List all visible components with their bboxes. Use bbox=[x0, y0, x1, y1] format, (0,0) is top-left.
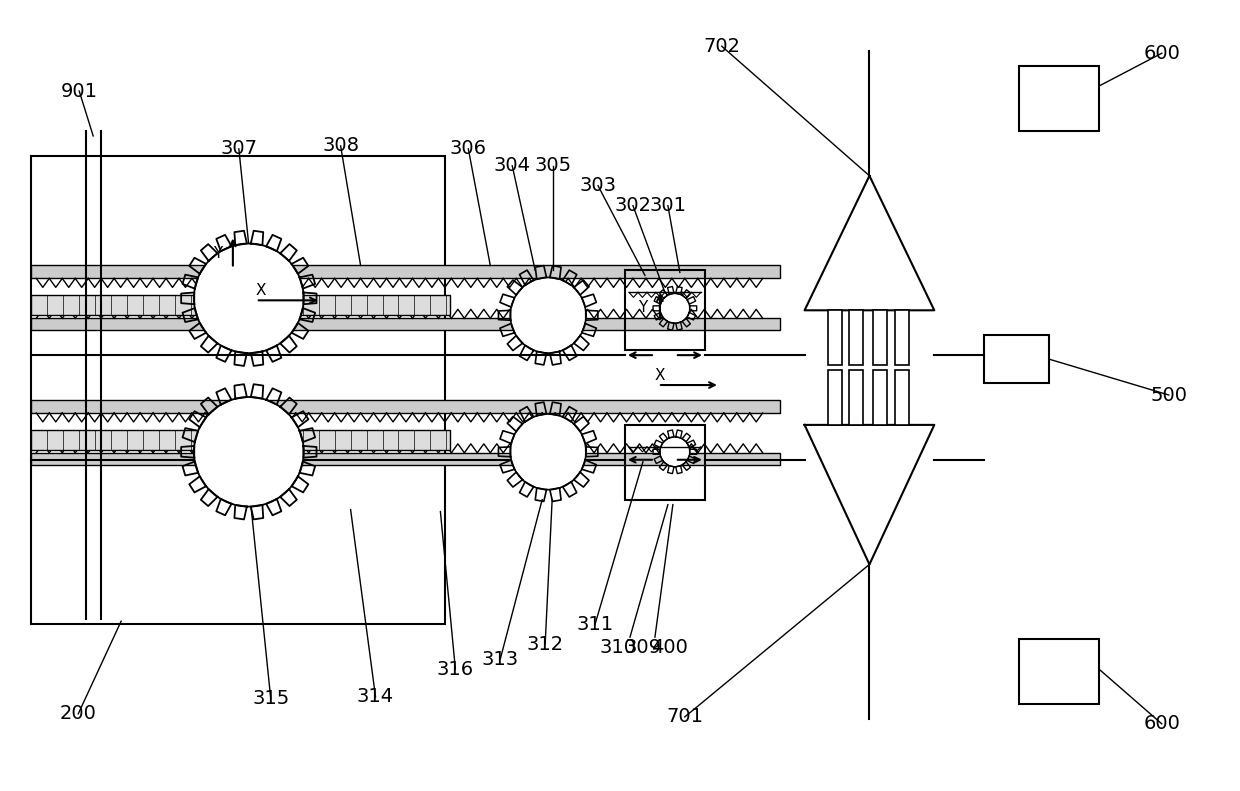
Bar bbox=[849, 370, 863, 425]
Text: 302: 302 bbox=[615, 196, 651, 215]
Text: 312: 312 bbox=[527, 634, 564, 653]
Text: 304: 304 bbox=[494, 157, 531, 176]
Bar bbox=[849, 310, 863, 365]
Circle shape bbox=[660, 437, 689, 467]
Bar bbox=[31, 430, 450, 450]
Circle shape bbox=[660, 293, 689, 324]
Text: 702: 702 bbox=[703, 36, 740, 55]
Text: 310: 310 bbox=[599, 638, 636, 657]
Bar bbox=[31, 318, 780, 330]
Bar bbox=[31, 156, 445, 624]
Bar bbox=[31, 295, 450, 316]
Polygon shape bbox=[805, 176, 934, 310]
Text: 316: 316 bbox=[436, 660, 474, 679]
Text: 901: 901 bbox=[61, 81, 98, 100]
Bar bbox=[985, 335, 1049, 383]
Text: 309: 309 bbox=[625, 638, 661, 657]
Bar bbox=[31, 452, 780, 465]
Circle shape bbox=[510, 278, 587, 353]
Text: 306: 306 bbox=[450, 139, 487, 158]
Text: 303: 303 bbox=[579, 176, 616, 195]
Bar bbox=[31, 400, 780, 413]
Bar bbox=[31, 266, 780, 278]
Bar bbox=[827, 370, 842, 425]
Text: 701: 701 bbox=[666, 707, 703, 726]
Text: Y: Y bbox=[213, 246, 222, 261]
Text: 200: 200 bbox=[60, 704, 97, 724]
Text: 600: 600 bbox=[1143, 44, 1180, 62]
Text: 313: 313 bbox=[481, 649, 518, 668]
Text: Y: Y bbox=[639, 300, 647, 315]
Text: 314: 314 bbox=[357, 687, 394, 706]
Text: 500: 500 bbox=[1151, 385, 1187, 404]
Text: 301: 301 bbox=[650, 196, 687, 215]
Circle shape bbox=[510, 414, 587, 490]
Bar bbox=[873, 310, 888, 365]
Bar bbox=[1019, 66, 1099, 131]
Bar bbox=[625, 425, 704, 500]
Bar bbox=[1019, 639, 1099, 704]
Text: X: X bbox=[255, 283, 267, 298]
Text: 305: 305 bbox=[534, 157, 572, 176]
Text: 311: 311 bbox=[577, 615, 614, 634]
Polygon shape bbox=[805, 425, 934, 565]
Text: 600: 600 bbox=[1143, 714, 1180, 733]
Circle shape bbox=[193, 244, 304, 353]
Text: X: X bbox=[655, 368, 665, 383]
Text: 400: 400 bbox=[651, 638, 688, 657]
Bar bbox=[827, 310, 842, 365]
Text: 308: 308 bbox=[322, 136, 360, 155]
Circle shape bbox=[193, 397, 304, 506]
Text: 307: 307 bbox=[221, 139, 258, 158]
Bar bbox=[625, 271, 704, 350]
Bar bbox=[873, 370, 888, 425]
Text: 315: 315 bbox=[252, 690, 289, 709]
Bar bbox=[895, 310, 909, 365]
Bar bbox=[895, 370, 909, 425]
